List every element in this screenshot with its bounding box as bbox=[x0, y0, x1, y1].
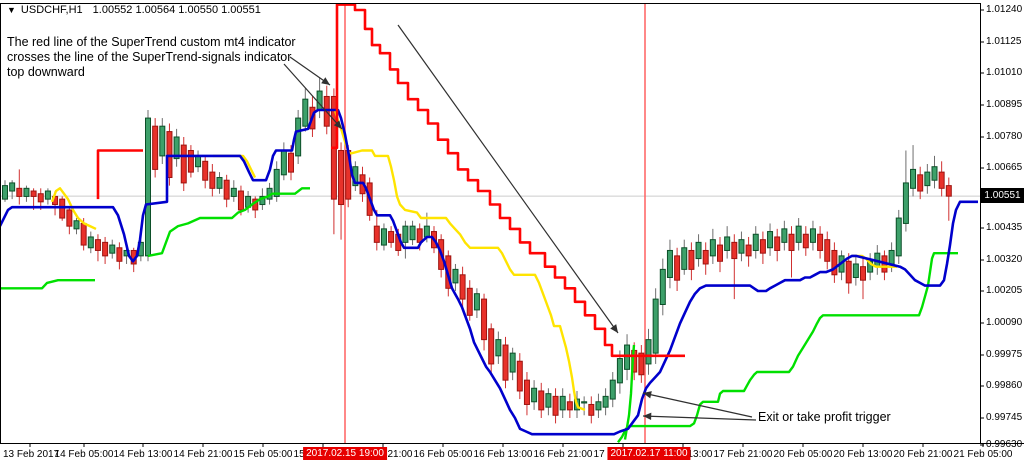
x-axis-label: 20 Feb 13:00 bbox=[833, 449, 893, 460]
annotation-line-1: The red line of the SuperTrend custom mt… bbox=[7, 35, 296, 49]
annotation-line-3: top downward bbox=[7, 65, 85, 79]
y-axis-label: 1.01125 bbox=[986, 36, 1022, 47]
supertrend-green-line bbox=[0, 187, 958, 444]
exit-arrow-1[interactable] bbox=[642, 391, 753, 418]
annotation-line-2: crosses the line of the SuperTrend-signa… bbox=[7, 50, 292, 64]
x-axis-label: 14 Feb 05:00 bbox=[54, 449, 114, 460]
exit-note[interactable]: Exit or take profit trigger bbox=[758, 410, 891, 424]
annotation-arrow-1[interactable] bbox=[289, 56, 331, 86]
y-axis-label: 0.99745 bbox=[986, 412, 1023, 423]
y-axis-label: 1.01010 bbox=[986, 67, 1023, 78]
candles-layer bbox=[2, 77, 952, 424]
exit-arrow-2[interactable] bbox=[642, 412, 757, 421]
x-axis-label: 20 Feb 21:00 bbox=[893, 449, 953, 460]
y-axis-label: 1.00320 bbox=[986, 254, 1023, 265]
current-price-label: 1.00551 bbox=[981, 188, 1024, 203]
event-time-label: 2017.02.17 11:00 bbox=[607, 447, 691, 460]
chart-border bbox=[0, 3, 1024, 447]
supertrend-red-line bbox=[96, 3, 685, 358]
x-axis-label: 15 Feb 05:00 bbox=[233, 449, 293, 460]
x-axis-label: 13 Feb 2017 bbox=[3, 449, 60, 460]
y-axis-label: 1.00205 bbox=[986, 285, 1023, 296]
y-axis-label: 0.99860 bbox=[986, 380, 1023, 391]
annotation-arrow-2[interactable] bbox=[283, 63, 343, 130]
x-axis-label: 14 Feb 13:00 bbox=[113, 449, 173, 460]
x-axis-label: 21 Feb 05:00 bbox=[953, 449, 1013, 460]
trend-arrow[interactable] bbox=[397, 24, 619, 334]
annotation-note[interactable]: The red line of the SuperTrend custom mt… bbox=[7, 35, 296, 80]
y-axis-label: 1.00665 bbox=[986, 162, 1023, 173]
x-axis-label: 16 Feb 21:00 bbox=[533, 449, 593, 460]
ohlc-values: 1.00552 1.00564 1.00550 1.00551 bbox=[92, 4, 261, 16]
y-axis-label: 1.00895 bbox=[986, 99, 1023, 110]
x-axis-label: 16 Feb 05:00 bbox=[413, 449, 473, 460]
y-axis-label: 1.00435 bbox=[986, 222, 1023, 233]
y-axis-label: 0.99630 bbox=[986, 439, 1023, 450]
event-time-label: 2017.02.15 19:00 bbox=[303, 447, 387, 460]
x-axis-label: 14 Feb 21:00 bbox=[173, 449, 233, 460]
chart-title: ▼ USDCHF,H1 1.00552 1.00564 1.00550 1.0055… bbox=[7, 4, 261, 16]
y-axis-label: 1.00090 bbox=[986, 317, 1023, 328]
x-axis-label: 17 Feb 21:00 bbox=[713, 449, 773, 460]
symbol-period-label: USDCHF,H1 bbox=[20, 4, 83, 16]
y-axis-label: 1.01240 bbox=[986, 4, 1023, 15]
supertrend-signals-blue-line bbox=[0, 108, 978, 436]
x-axis-label: 16 Feb 13:00 bbox=[473, 449, 533, 460]
triangle-down-icon: ▼ bbox=[7, 5, 16, 15]
x-axis-label: 20 Feb 05:00 bbox=[773, 449, 833, 460]
y-axis-label: 0.99975 bbox=[986, 349, 1023, 360]
y-axis-label: 1.00780 bbox=[986, 131, 1023, 142]
